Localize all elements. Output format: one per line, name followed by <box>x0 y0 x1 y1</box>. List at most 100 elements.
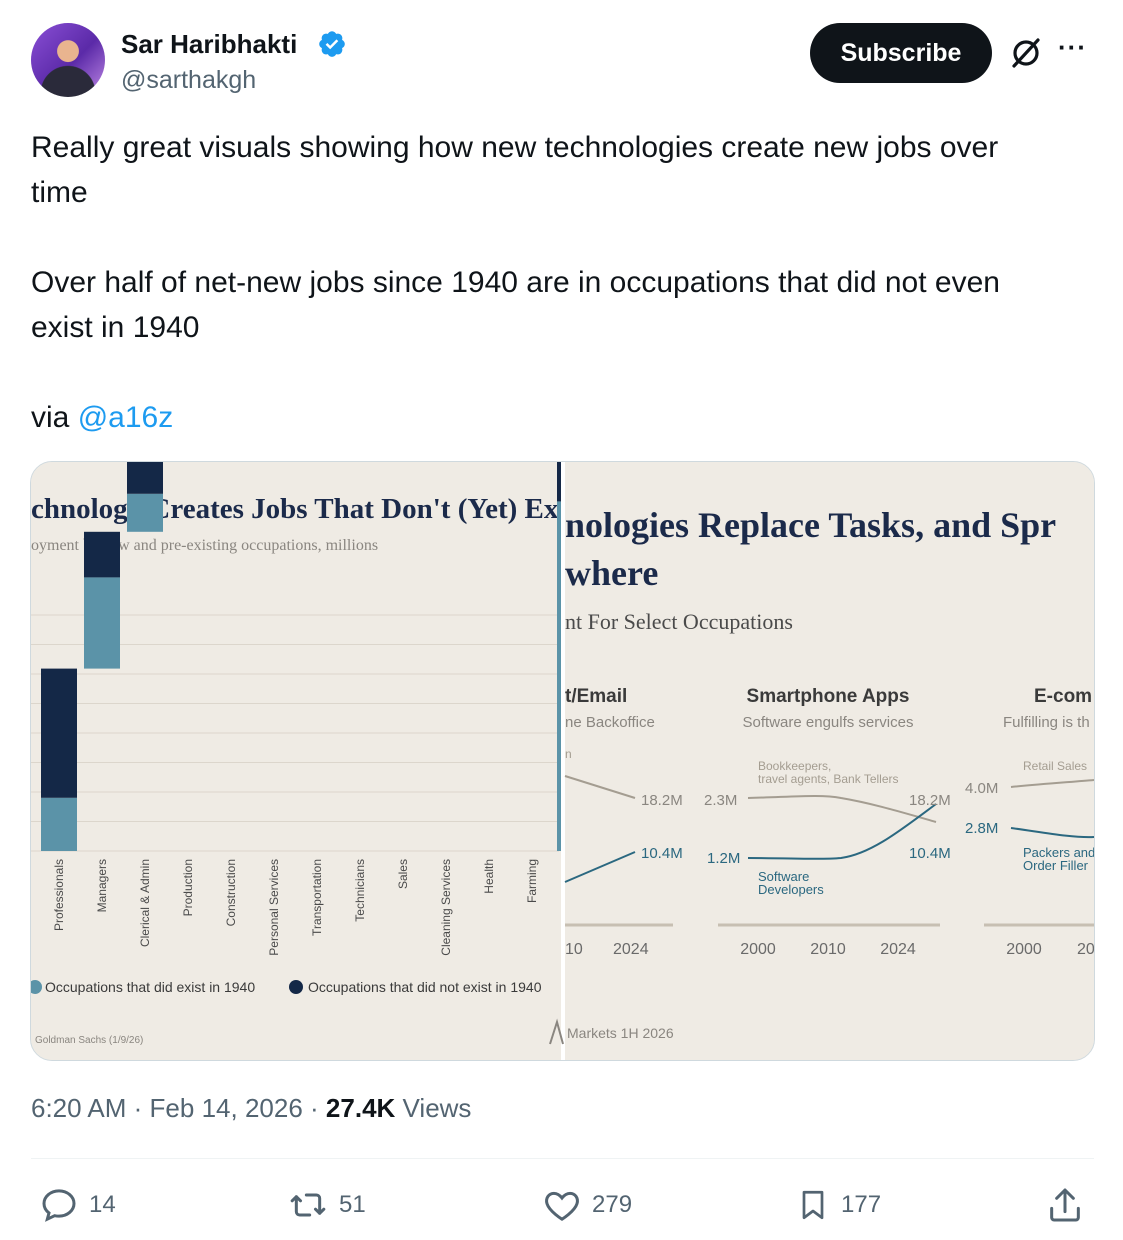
legend-dot-existing <box>31 980 42 994</box>
panel3-declining-line <box>1010 779 1094 788</box>
left-chart-subtitle: oyment by new and pre-existing occupatio… <box>31 537 378 554</box>
panel2-end-bottom: 10.4M <box>909 845 951 862</box>
like-count: 279 <box>592 1191 633 1218</box>
panel3-start-bottom: 2.8M <box>965 820 998 837</box>
right-source: Markets 1H 2026 <box>567 1025 674 1041</box>
panel3-top-label: Retail Sales <box>1023 759 1087 773</box>
panel1-declining-line <box>564 775 636 799</box>
like-button[interactable]: 279 <box>542 1180 632 1230</box>
media-svg: chnology Creates Jobs That Don't (Yet) E… <box>31 462 1094 1060</box>
right-chart-title-line1: nologies Replace Tasks, and Spr <box>565 505 1056 545</box>
panel3-xtick: 2000 <box>1006 941 1042 958</box>
panel2-start-bottom: 1.2M <box>707 850 740 867</box>
category-tick-label: Construction <box>224 859 238 926</box>
bar-new-segment <box>127 462 163 494</box>
left-chart-tick-labels: Professionals Managers Clerical & Admin Pro… <box>52 859 539 956</box>
panel2-declining-line <box>747 794 937 823</box>
panel1-title: t/Email <box>565 686 627 707</box>
left-chart-title: chnology Creates Jobs That Don't (Yet) E… <box>31 493 588 525</box>
category-tick-label: Cleaning Services <box>439 859 453 956</box>
bar-existing-segment <box>41 797 77 851</box>
verified-badge-icon <box>319 31 345 57</box>
panel1-xtick: 10 <box>565 941 583 958</box>
views-label: Views <box>402 1093 472 1123</box>
tweet-text-line: Over half of net-new jobs since 1940 are… <box>31 266 1000 299</box>
total-bar-new <box>557 462 563 502</box>
panel2-bottom-label: Software <box>758 869 809 884</box>
panel2-title: Smartphone Apps <box>747 686 910 707</box>
reply-icon <box>42 1189 76 1222</box>
repost-button[interactable]: 51 <box>287 1180 366 1230</box>
right-image[interactable]: nologies Replace Tasks, and Spr where nt… <box>549 462 1094 1060</box>
panel3-start-top: 4.0M <box>965 780 998 797</box>
total-bar-existing <box>557 501 563 851</box>
panel2-growing-line <box>747 803 937 860</box>
panel1-val-bottom: 10.4M <box>641 845 683 862</box>
share-button[interactable] <box>1045 1180 1095 1230</box>
category-tick-label: Sales <box>396 859 410 889</box>
a16z-logo-icon <box>549 1018 564 1045</box>
heart-icon <box>545 1191 579 1221</box>
subscribe-button[interactable]: Subscribe <box>810 23 992 83</box>
bar-new-segment <box>41 668 77 798</box>
meta-separator: · <box>133 1093 143 1123</box>
panel3-bottom-label: Packers and <box>1023 845 1094 860</box>
bar-existing-segment <box>127 493 163 532</box>
author-name[interactable]: Sar Haribhakti <box>121 29 298 59</box>
panel3-bottom-label: Order Filler <box>1023 858 1089 873</box>
right-chart-title-line2: where <box>565 553 658 593</box>
mention-link[interactable]: @a16z <box>77 401 174 434</box>
legend-existing: Occupations that did exist in 1940 <box>45 979 255 995</box>
grok-icon[interactable] <box>1008 35 1044 71</box>
divider <box>31 1158 1094 1159</box>
tweet-meta: 6:20 AM · Feb 14, 2026 · 27.4K Views <box>31 1093 471 1124</box>
avatar[interactable] <box>31 23 105 97</box>
category-tick-label: Professionals <box>52 859 66 931</box>
tweet-text-line: time <box>31 176 88 209</box>
category-tick-label: Transportation <box>310 859 324 936</box>
via-text: via <box>31 401 70 434</box>
legend-dot-new <box>289 980 303 994</box>
panel1-xtick: 2024 <box>613 941 649 958</box>
panel3-xtick: 20 <box>1077 941 1094 958</box>
category-tick-label: Production <box>181 859 195 916</box>
panel2-xtick: 2000 <box>740 941 776 958</box>
panel1-subtitle: ne Backoffice <box>565 714 655 731</box>
meta-separator: · <box>310 1093 319 1123</box>
category-tick-label: Technicians <box>353 859 367 922</box>
bar-new-segment <box>84 531 120 578</box>
tweet-time[interactable]: 6:20 AM <box>31 1093 127 1123</box>
left-chart-bars <box>41 462 563 851</box>
tweet-text-line: Really great visuals showing how new tec… <box>31 131 999 164</box>
panel2-xtick: 2010 <box>810 941 846 958</box>
right-chart-subtitle: nt For Select Occupations <box>565 609 793 634</box>
panel1-series-label: n <box>565 747 572 761</box>
category-tick-label: Personal Services <box>267 859 281 956</box>
panel1-val-top: 18.2M <box>641 792 683 809</box>
legend-new: Occupations that did not exist in 1940 <box>308 979 542 995</box>
panel2-bottom-label: Developers <box>758 882 824 897</box>
category-tick-label: Clerical & Admin <box>138 859 152 947</box>
category-tick-label: Managers <box>95 859 109 912</box>
repost-count: 51 <box>339 1191 366 1218</box>
views-count: 27.4K <box>325 1093 396 1123</box>
tweet-text-line: exist in 1940 <box>31 311 200 344</box>
reply-count: 14 <box>89 1191 116 1218</box>
bookmark-count: 177 <box>841 1191 882 1218</box>
image-separator <box>561 462 565 1060</box>
panel2-top-label: Bookkeepers, <box>758 759 831 773</box>
left-source: Goldman Sachs (1/9/26) <box>35 1035 143 1046</box>
panel2-subtitle: Software engulfs services <box>743 714 914 731</box>
tweet-date[interactable]: Feb 14, 2026 <box>149 1093 303 1123</box>
more-options-icon[interactable]: ··· <box>1058 32 1087 62</box>
left-image[interactable]: chnology Creates Jobs That Don't (Yet) E… <box>31 462 588 1060</box>
media-images[interactable]: chnology Creates Jobs That Don't (Yet) E… <box>30 461 1095 1061</box>
panel1-growing-line <box>564 851 636 883</box>
author-handle[interactable]: @sarthakgh <box>121 66 257 94</box>
panel3-title: E-com <box>1034 686 1092 707</box>
reply-button[interactable]: 14 <box>39 1180 116 1230</box>
bar-existing-segment <box>84 577 120 669</box>
share-icon <box>1050 1188 1080 1222</box>
panel3-growing-line <box>1010 827 1094 839</box>
bookmark-button[interactable]: 177 <box>795 1180 881 1230</box>
